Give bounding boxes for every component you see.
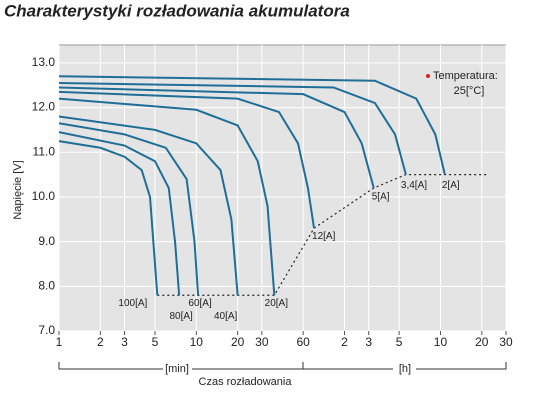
series-label: 5[A] <box>372 192 390 203</box>
curve <box>58 122 200 296</box>
series-label: 12[A] <box>312 231 336 242</box>
plot-area <box>58 44 507 332</box>
series-label: 40[A] <box>214 311 238 322</box>
y-tick-label: 9.0 <box>38 234 55 248</box>
y-tick-label: 7.0 <box>38 323 55 337</box>
x-tick-label: 5 <box>152 335 159 349</box>
curve <box>58 115 239 296</box>
x-tick-label: 3 <box>365 335 372 349</box>
y-tick-label: 13.0 <box>32 55 56 69</box>
y-tick-label: 10.0 <box>32 189 56 203</box>
curve <box>58 97 276 296</box>
curve <box>58 131 181 296</box>
x-unit-label: [min] <box>165 363 189 375</box>
y-axis-label: Napięcie [V] <box>12 160 24 219</box>
x-tick-label: 1 <box>56 335 63 349</box>
annotation-dot <box>426 74 430 78</box>
y-tick-label: 11.0 <box>33 144 56 158</box>
x-tick-label: 5 <box>396 335 403 349</box>
series-label: 100[A] <box>118 298 147 309</box>
x-tick-label: 2 <box>97 335 104 349</box>
curve <box>58 81 407 175</box>
x-tick-label: 3 <box>121 335 128 349</box>
x-tick-label: 10 <box>190 335 204 349</box>
series-label: 2[A] <box>442 180 460 191</box>
series-label: 20[A] <box>265 298 289 309</box>
y-tick-label: 8.0 <box>38 278 55 292</box>
x-tick-label: 2 <box>341 335 348 349</box>
y-tick-label: 12.0 <box>32 100 56 114</box>
curve <box>58 90 316 229</box>
x-tick-label: 30 <box>499 335 513 349</box>
curve <box>58 75 446 175</box>
x-axis-label: Czas rozładowania <box>199 376 293 388</box>
x-unit-label: [h] <box>399 363 411 375</box>
x-tick-label: 20 <box>231 335 245 349</box>
chart-title: Charakterystyki rozładowania akumulatora <box>4 1 350 20</box>
annotation: 25[°C] <box>454 85 485 97</box>
annotation: Temperatura: <box>433 70 498 82</box>
curve <box>58 140 159 296</box>
series-label: 60[A] <box>188 298 212 309</box>
x-tick-label: 10 <box>434 335 448 349</box>
x-tick-label: 30 <box>255 335 269 349</box>
min-bracket <box>58 362 507 370</box>
series-label: 3,4[A] <box>401 180 427 191</box>
x-tick-label: 20 <box>475 335 489 349</box>
series-label: 80[A] <box>169 311 193 322</box>
x-tick-label: 60 <box>296 335 310 349</box>
curve <box>58 86 375 189</box>
